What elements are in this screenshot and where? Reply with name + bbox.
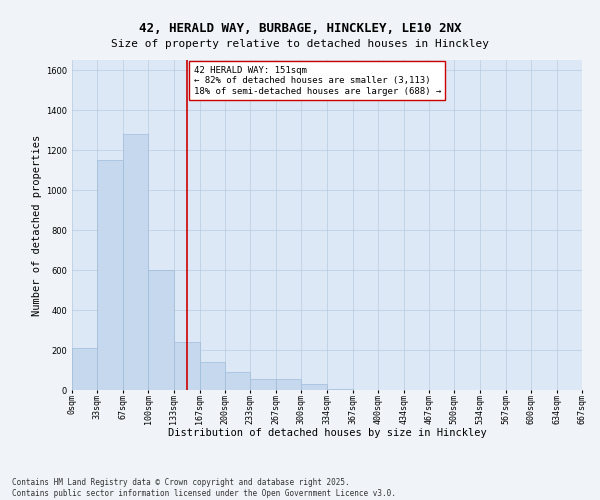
Bar <box>200 362 225 390</box>
Bar <box>225 372 250 390</box>
Text: Contains HM Land Registry data © Crown copyright and database right 2025.
Contai: Contains HM Land Registry data © Crown c… <box>12 478 396 498</box>
Y-axis label: Number of detached properties: Number of detached properties <box>32 134 42 316</box>
Text: 42, HERALD WAY, BURBAGE, HINCKLEY, LE10 2NX: 42, HERALD WAY, BURBAGE, HINCKLEY, LE10 … <box>139 22 461 36</box>
Text: Size of property relative to detached houses in Hinckley: Size of property relative to detached ho… <box>111 39 489 49</box>
Bar <box>72 348 97 390</box>
Bar <box>276 379 301 390</box>
Bar <box>97 160 123 390</box>
Bar <box>123 134 148 390</box>
Text: 42 HERALD WAY: 151sqm
← 82% of detached houses are smaller (3,113)
18% of semi-d: 42 HERALD WAY: 151sqm ← 82% of detached … <box>194 66 441 96</box>
X-axis label: Distribution of detached houses by size in Hinckley: Distribution of detached houses by size … <box>167 428 487 438</box>
Bar <box>250 379 276 390</box>
Bar <box>173 342 200 390</box>
Bar <box>301 384 328 390</box>
Bar <box>148 270 173 390</box>
Bar <box>328 389 353 390</box>
